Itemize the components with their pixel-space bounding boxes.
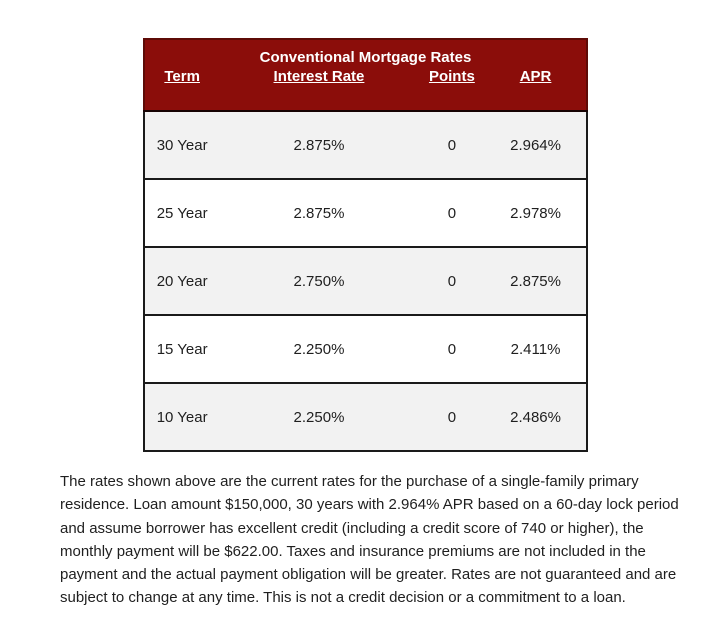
cell-term: 25 Year xyxy=(142,178,220,248)
mortgage-rates-table: Conventional Mortgage Rates Term Interes… xyxy=(142,38,588,452)
cell-apr: 2.486% xyxy=(485,382,588,452)
table-row: 20 Year 2.750% 0 2.875% xyxy=(142,246,588,316)
table-row: 15 Year 2.250% 0 2.411% xyxy=(142,314,588,384)
column-header-points: Points xyxy=(418,67,486,112)
cell-points: 0 xyxy=(418,110,486,180)
cell-interest-rate: 2.875% xyxy=(219,110,419,180)
cell-apr: 2.875% xyxy=(485,246,588,316)
table-title-row: Conventional Mortgage Rates xyxy=(143,38,588,67)
cell-apr: 2.978% xyxy=(485,178,588,248)
cell-term: 20 Year xyxy=(142,246,220,316)
table-row: 30 Year 2.875% 0 2.964% xyxy=(142,110,588,180)
cell-interest-rate: 2.750% xyxy=(219,246,419,316)
cell-term: 30 Year xyxy=(142,110,220,180)
cell-term: 15 Year xyxy=(142,314,220,384)
cell-interest-rate: 2.250% xyxy=(219,314,419,384)
column-header-term: Term xyxy=(142,67,220,112)
column-header-interest-rate: Interest Rate xyxy=(219,67,419,112)
table-header: Conventional Mortgage Rates Term Interes… xyxy=(142,38,588,112)
column-header-apr: APR xyxy=(485,67,588,112)
cell-interest-rate: 2.875% xyxy=(219,178,419,248)
cell-term: 10 Year xyxy=(142,382,220,452)
table-row: 10 Year 2.250% 0 2.486% xyxy=(142,382,588,452)
table-body: 30 Year 2.875% 0 2.964% 25 Year 2.875% 0… xyxy=(142,110,588,452)
disclaimer-text: The rates shown above are the current ra… xyxy=(60,473,679,607)
cell-points: 0 xyxy=(418,382,486,452)
table-title: Conventional Mortgage Rates xyxy=(143,38,588,67)
table-row: 25 Year 2.875% 0 2.978% xyxy=(142,178,588,248)
cell-apr: 2.411% xyxy=(485,314,588,384)
cell-interest-rate: 2.250% xyxy=(219,382,419,452)
cell-apr: 2.964% xyxy=(485,110,588,180)
cell-points: 0 xyxy=(418,246,486,316)
cell-points: 0 xyxy=(418,314,486,384)
cell-points: 0 xyxy=(418,178,486,248)
column-header-row: Term Interest Rate Points APR xyxy=(142,67,588,112)
